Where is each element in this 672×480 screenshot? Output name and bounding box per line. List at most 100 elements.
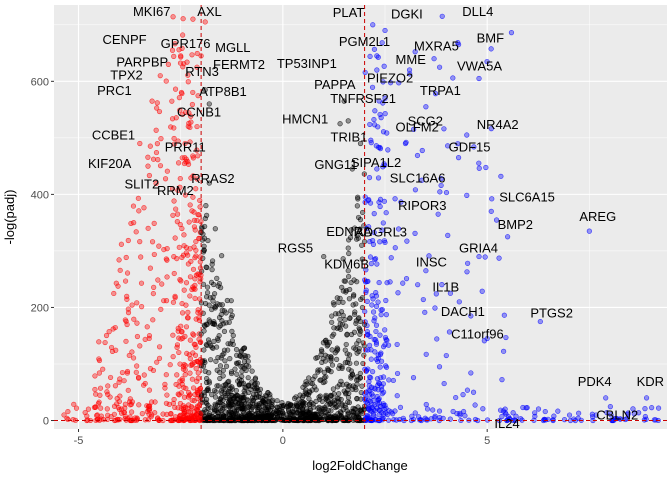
point <box>255 388 261 394</box>
point <box>178 278 184 284</box>
point <box>156 355 163 361</box>
gene-point-olfm2 <box>402 140 409 147</box>
point <box>368 347 374 353</box>
point <box>92 386 98 393</box>
point <box>154 100 160 106</box>
point <box>178 390 184 396</box>
point <box>363 279 369 285</box>
threshold-lines <box>54 5 667 429</box>
point <box>123 338 129 344</box>
gene-label-piezo2: PIEZO2 <box>367 70 413 85</box>
point <box>441 380 447 387</box>
point <box>135 374 142 380</box>
point <box>300 403 307 409</box>
point <box>396 80 402 86</box>
point <box>213 407 219 413</box>
gene-label-pdk4: PDK4 <box>578 374 612 389</box>
point <box>464 387 471 393</box>
point <box>234 371 240 377</box>
gene-point-pgm2l1 <box>374 53 380 59</box>
point <box>476 160 482 166</box>
gene-label-dach1: DACH1 <box>441 304 485 319</box>
point <box>111 290 117 297</box>
point <box>589 411 595 417</box>
gene-label-bmf: BMF <box>477 31 505 46</box>
point <box>367 333 373 339</box>
gene-point-cbln2 <box>631 411 637 417</box>
point <box>161 298 167 304</box>
gene-label-il24: IL24 <box>494 416 519 431</box>
point <box>116 406 123 413</box>
point <box>203 342 209 348</box>
point <box>112 324 118 331</box>
point <box>212 394 219 400</box>
point <box>149 239 156 245</box>
gene-label-rgs5: RGS5 <box>278 241 313 256</box>
point <box>93 404 99 410</box>
gene-point-piezo2 <box>382 95 388 101</box>
point <box>182 372 188 378</box>
point <box>218 322 224 329</box>
point <box>121 409 128 415</box>
point <box>171 198 177 204</box>
x-tick-label-0: -5 <box>74 435 84 447</box>
point <box>343 390 349 396</box>
point <box>315 405 321 412</box>
point <box>203 399 209 405</box>
point <box>150 317 156 323</box>
point <box>320 340 326 346</box>
point <box>325 366 331 372</box>
point <box>64 415 70 421</box>
point <box>106 329 112 335</box>
point <box>306 375 312 381</box>
point <box>245 382 252 388</box>
point <box>176 244 182 250</box>
point <box>378 350 384 356</box>
point <box>221 405 227 411</box>
panel-background <box>54 5 667 429</box>
point <box>373 303 380 309</box>
point <box>195 359 201 365</box>
point <box>104 406 110 412</box>
point <box>337 362 343 369</box>
point <box>359 242 365 248</box>
gene-label-slc16a6: SLC16A6 <box>390 170 446 185</box>
point <box>245 358 251 364</box>
point <box>116 379 122 385</box>
point <box>127 402 133 408</box>
point <box>328 408 334 414</box>
point <box>340 299 346 305</box>
point <box>438 182 444 189</box>
point <box>151 251 157 258</box>
point <box>233 387 239 394</box>
point <box>329 333 335 339</box>
point <box>312 373 318 379</box>
point <box>162 176 169 182</box>
point <box>191 359 197 366</box>
point <box>347 315 353 321</box>
point <box>380 403 386 409</box>
gene-label-kif20a: KIF20A <box>88 156 132 171</box>
point <box>158 306 164 312</box>
point <box>174 372 180 378</box>
gene-label-rtn3: RTN3 <box>185 64 219 79</box>
gene-label-sipa1l2: SIPA1L2 <box>351 155 401 170</box>
point <box>172 235 178 241</box>
point <box>361 352 367 358</box>
point <box>181 410 187 417</box>
point <box>133 229 139 235</box>
point <box>163 400 170 406</box>
point <box>186 120 192 126</box>
point <box>135 195 141 201</box>
point <box>169 98 175 104</box>
point <box>187 293 193 299</box>
point <box>367 342 373 348</box>
point <box>170 14 176 20</box>
point <box>384 280 390 286</box>
point <box>264 408 270 414</box>
gene-point-cenpf <box>169 47 176 53</box>
point <box>212 291 218 297</box>
point <box>204 321 210 328</box>
point <box>100 366 106 372</box>
point <box>362 395 369 401</box>
